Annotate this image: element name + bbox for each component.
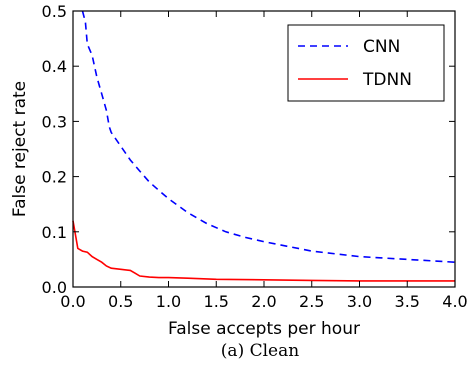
x-tick-label: 0.0 (60, 292, 85, 311)
x-tick-label: 1.5 (204, 292, 229, 311)
x-tick-label: 3.0 (347, 292, 372, 311)
y-tick-label: 0.3 (42, 112, 67, 131)
x-tick-label: 2.0 (251, 292, 276, 311)
y-tick-label: 0.2 (42, 168, 67, 187)
x-tick-label: 2.5 (299, 292, 324, 311)
y-tick-label: 0.4 (42, 57, 67, 76)
x-tick-label: 4.0 (442, 292, 467, 311)
x-tick-label: 0.5 (108, 292, 133, 311)
legend-box (287, 24, 445, 102)
x-axis-label: False accepts per hour (168, 319, 360, 339)
legend-label-cnn: CNN (363, 37, 400, 57)
series-line-tdnn (72, 220, 455, 282)
y-axis-label: False reject rate (10, 81, 30, 217)
ticks-layer: 0.0 0.5 1.0 1.5 2.0 2.5 3.0 3.5 4.0 0.0 0.1 0.2 0.3 0… (42, 2, 468, 311)
y-tick-label: 0.0 (42, 278, 67, 297)
x-tick-label: 1.0 (156, 292, 181, 311)
figure-caption: (a) Clean (221, 341, 299, 361)
x-tick-label: 3.5 (395, 292, 420, 311)
series-layer (72, 10, 456, 282)
y-tick-label: 0.1 (42, 223, 67, 242)
legend: CNN TDNN (287, 24, 445, 102)
series-line-cnn (81, 10, 456, 263)
legend-label-tdnn: TDNN (362, 70, 412, 90)
y-tick-label: 0.5 (42, 2, 67, 21)
